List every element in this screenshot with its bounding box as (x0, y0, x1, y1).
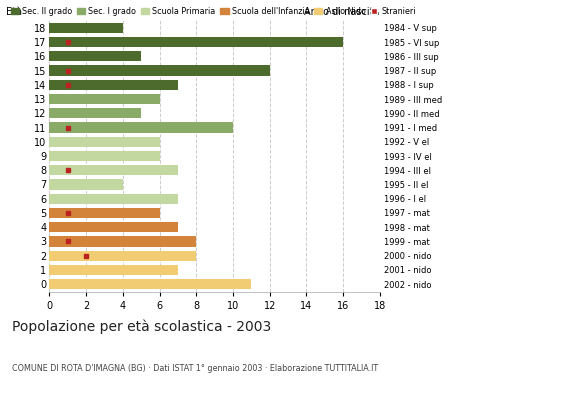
Bar (49, 194, 178, 204)
Bar (49, 165, 178, 175)
Bar (49, 137, 160, 147)
Text: Popolazione per età scolastica - 2003: Popolazione per età scolastica - 2003 (12, 320, 271, 334)
Bar (49, 208, 160, 218)
Bar (49, 80, 178, 90)
Text: Anno di nascita: Anno di nascita (304, 7, 380, 17)
Bar (49, 250, 196, 261)
Text: Età: Età (6, 7, 22, 17)
Bar (49, 108, 141, 118)
Bar (49, 222, 178, 232)
Bar (49, 122, 233, 133)
Bar (49, 37, 343, 47)
Bar (49, 179, 123, 190)
Legend: Sec. II grado, Sec. I grado, Scuola Primaria, Scuola dell'Infanzia, Asilo Nido, : Sec. II grado, Sec. I grado, Scuola Prim… (10, 6, 417, 17)
Text: COMUNE DI ROTA D'IMAGNA (BG) · Dati ISTAT 1° gennaio 2003 · Elaborazione TUTTITA: COMUNE DI ROTA D'IMAGNA (BG) · Dati ISTA… (12, 364, 378, 373)
Bar (49, 279, 251, 289)
Bar (49, 151, 160, 161)
Bar (49, 265, 178, 275)
Bar (49, 236, 196, 246)
Bar (49, 51, 141, 62)
Bar (49, 66, 270, 76)
Bar (49, 94, 160, 104)
Bar (49, 23, 123, 33)
